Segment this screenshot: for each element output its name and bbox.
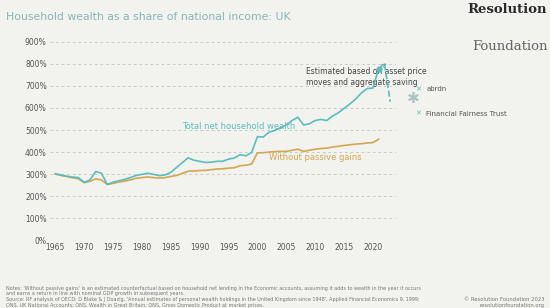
Text: Household wealth as a share of national income: UK: Household wealth as a share of national … (6, 12, 290, 22)
Text: Foundation: Foundation (472, 40, 547, 53)
Text: © Resolution Foundation 2023
resolutionfoundation.org: © Resolution Foundation 2023 resolutionf… (464, 297, 544, 308)
Text: ✕: ✕ (415, 111, 421, 117)
Text: ✱: ✱ (407, 91, 420, 106)
Text: ✕: ✕ (415, 86, 421, 92)
Text: Notes: 'Without passive gains' is an estimated counterfactual based on household: Notes: 'Without passive gains' is an est… (6, 286, 421, 308)
Text: Financial Fairness Trust: Financial Fairness Trust (426, 111, 507, 117)
Text: Without passive gains: Without passive gains (269, 153, 361, 162)
Text: Resolution: Resolution (468, 3, 547, 16)
Text: abrdn: abrdn (426, 86, 447, 92)
Text: Total net household wealth: Total net household wealth (183, 122, 295, 131)
Text: Estimated based on asset price
moves and aggregate saving: Estimated based on asset price moves and… (306, 64, 427, 87)
